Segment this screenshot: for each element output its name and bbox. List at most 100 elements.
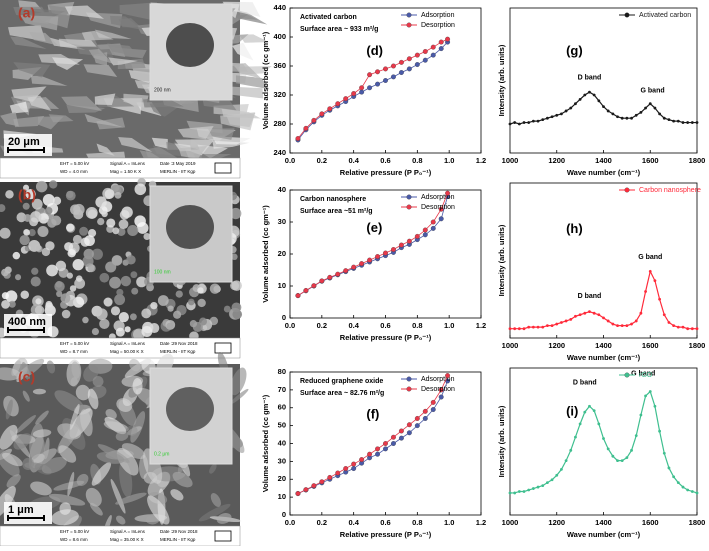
data-point bbox=[351, 466, 357, 471]
info-text: EHT = 5.00 kV bbox=[60, 529, 89, 534]
data-point bbox=[630, 116, 633, 120]
data-point bbox=[564, 459, 568, 463]
texture bbox=[116, 398, 133, 412]
data-point bbox=[695, 327, 699, 331]
texture bbox=[51, 509, 79, 526]
y-tick-label: 0 bbox=[282, 510, 286, 519]
data-point bbox=[414, 233, 420, 239]
texture bbox=[20, 15, 59, 31]
data-point bbox=[625, 324, 629, 327]
data-point bbox=[686, 488, 690, 492]
texture bbox=[112, 227, 120, 235]
texture bbox=[89, 502, 103, 516]
texture bbox=[37, 116, 64, 130]
data-point bbox=[335, 101, 341, 107]
x-tick-label: 1600 bbox=[642, 518, 659, 527]
texture bbox=[231, 253, 238, 261]
data-point bbox=[383, 441, 388, 446]
data-point bbox=[406, 56, 412, 62]
info-text: EHT = 5.00 kV bbox=[60, 161, 89, 166]
data-point bbox=[383, 78, 388, 83]
data-point bbox=[606, 109, 610, 113]
texture bbox=[229, 8, 268, 25]
texture bbox=[9, 101, 29, 114]
data-point bbox=[695, 491, 699, 495]
data-point bbox=[620, 116, 624, 120]
data-point bbox=[327, 475, 333, 480]
texture bbox=[75, 275, 83, 282]
x-axis-label: Wave number (cm⁻¹) bbox=[567, 168, 641, 177]
x-tick-label: 0.4 bbox=[348, 321, 359, 330]
legend-label: rGO bbox=[639, 372, 653, 379]
x-tick-label: 1600 bbox=[642, 341, 659, 350]
x-tick-label: 1000 bbox=[502, 518, 519, 527]
y-axis-label: Volume adsorbed (cc gm⁻¹) bbox=[261, 31, 270, 129]
chart-title: Carbon nanosphere bbox=[300, 196, 366, 203]
logo bbox=[214, 162, 232, 174]
x-tick-label: 0.4 bbox=[348, 518, 359, 527]
x-tick-label: 0.6 bbox=[380, 321, 390, 330]
data-point bbox=[445, 190, 451, 196]
texture bbox=[1, 292, 9, 300]
texture bbox=[10, 36, 47, 49]
logo bbox=[214, 530, 232, 542]
y-tick-label: 20 bbox=[278, 474, 286, 483]
data-point bbox=[555, 473, 559, 477]
data-point bbox=[667, 118, 671, 122]
x-tick-label: 1400 bbox=[595, 156, 612, 165]
data-point bbox=[406, 66, 412, 72]
data-point bbox=[690, 490, 694, 493]
x-tick-label: 1000 bbox=[502, 156, 519, 165]
data-point bbox=[398, 242, 404, 248]
data-point bbox=[569, 318, 573, 321]
info-text: Signal A = InLens bbox=[110, 161, 146, 166]
data-point bbox=[398, 70, 404, 75]
data-point bbox=[367, 85, 373, 91]
panel-label: (a) bbox=[18, 5, 35, 21]
texture bbox=[0, 111, 19, 127]
texture bbox=[60, 293, 71, 304]
data-point bbox=[583, 93, 587, 97]
y-tick-label: 70 bbox=[278, 385, 286, 394]
data-point bbox=[625, 456, 629, 460]
texture bbox=[107, 43, 139, 57]
legend-label: Adsorption bbox=[421, 376, 455, 383]
texture bbox=[101, 210, 108, 218]
data-point bbox=[303, 288, 309, 293]
data-point bbox=[574, 314, 577, 318]
annotation: D band bbox=[578, 74, 602, 81]
texture bbox=[127, 224, 139, 237]
data-point bbox=[620, 459, 624, 463]
data-point bbox=[644, 106, 647, 110]
data-point bbox=[578, 422, 582, 426]
scale-bar-label: 400 nm bbox=[8, 316, 46, 328]
x-axis-label: Wave number (cm⁻¹) bbox=[567, 530, 641, 539]
texture bbox=[27, 95, 52, 112]
texture bbox=[91, 328, 99, 336]
data-point bbox=[616, 459, 619, 463]
info-text: Date :3 May 2019 bbox=[160, 161, 196, 166]
data-point bbox=[422, 49, 428, 54]
legend-marker bbox=[406, 204, 412, 210]
data-point bbox=[648, 390, 652, 393]
chart-subtitle: Surface area ~51 m²/g bbox=[300, 208, 373, 215]
data-point bbox=[359, 457, 365, 463]
texture bbox=[189, 320, 198, 328]
y-axis-label: Intensity (arb. units) bbox=[497, 405, 506, 477]
texture bbox=[16, 212, 27, 223]
x-tick-label: 1200 bbox=[548, 518, 565, 527]
x-tick-label: 1200 bbox=[548, 341, 565, 350]
data-point bbox=[588, 90, 591, 94]
info-text: Date :29 Nov 2018 bbox=[160, 341, 198, 346]
data-point bbox=[414, 62, 420, 68]
texture bbox=[95, 308, 108, 321]
texture bbox=[82, 316, 89, 324]
texture bbox=[130, 411, 146, 443]
texture bbox=[75, 384, 91, 401]
texture bbox=[150, 301, 158, 310]
y-tick-label: 80 bbox=[278, 367, 286, 376]
texture bbox=[45, 206, 53, 215]
texture bbox=[109, 15, 143, 31]
data-point bbox=[422, 408, 428, 414]
